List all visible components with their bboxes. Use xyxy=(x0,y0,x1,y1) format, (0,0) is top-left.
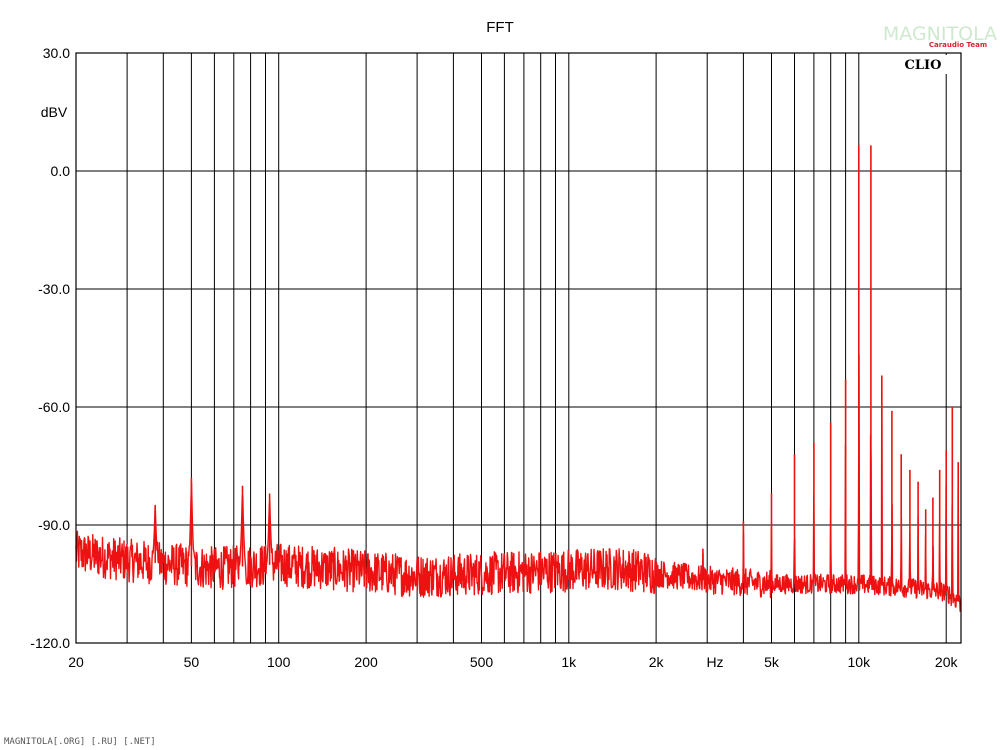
x-tick-labels: 20 50 100 200 500 1k 2k 5k 10k 20k xyxy=(68,654,958,670)
y-tick-label: -30.0 xyxy=(38,281,70,297)
plot-frame xyxy=(75,52,962,644)
y-tick-label: -120.0 xyxy=(30,635,70,651)
magnitola-logo-subtitle: Caraudio Team xyxy=(929,41,987,49)
y-tick-labels: 30.0 0.0 -30.0 -60.0 -90.0 -120.0 xyxy=(30,45,70,651)
fft-trace xyxy=(75,145,962,612)
x-axis-label: Hz xyxy=(706,654,723,670)
y-axis-label: dBV xyxy=(41,104,68,120)
y-tick-label: 0.0 xyxy=(51,163,71,179)
x-tick-label: 200 xyxy=(354,654,378,670)
y-tick-label: 30.0 xyxy=(43,45,70,61)
chart-title: FFT xyxy=(486,19,514,36)
x-tick-label: 2k xyxy=(649,654,665,670)
footer-watermark: MAGNITOLA[.ORG] [.RU] [.NET] xyxy=(4,737,156,747)
x-tick-label: 10k xyxy=(848,654,872,670)
clio-badge xyxy=(900,55,948,74)
magnitola-logo: MAGNITOLA xyxy=(883,23,997,45)
x-tick-label: 5k xyxy=(764,654,780,670)
x-tick-label: 100 xyxy=(267,654,291,670)
clio-label: CLIO xyxy=(905,58,942,73)
x-tick-label: 20 xyxy=(68,654,84,670)
x-tick-label: 500 xyxy=(470,654,494,670)
x-tick-label: 20k xyxy=(935,654,959,670)
x-tick-label: 50 xyxy=(184,654,200,670)
y-tick-label: -60.0 xyxy=(38,399,70,415)
x-tick-label: 1k xyxy=(561,654,577,670)
y-tick-label: -90.0 xyxy=(38,517,70,533)
